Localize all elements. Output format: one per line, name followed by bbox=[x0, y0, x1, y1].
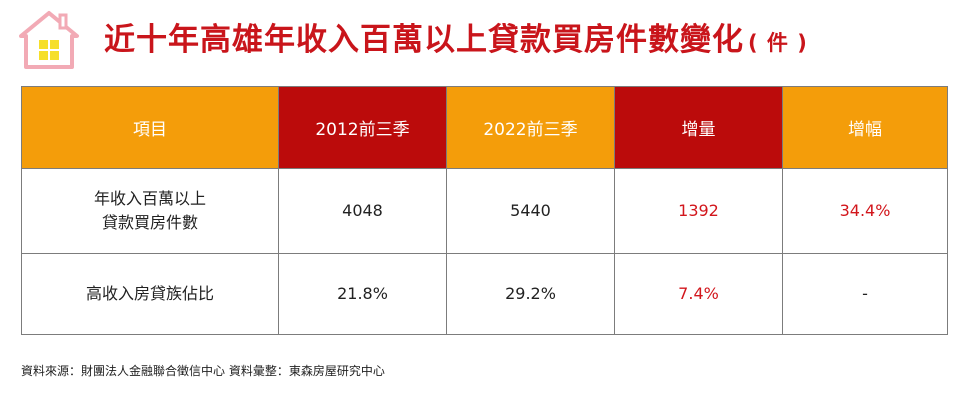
col-header-2012: 2012前三季 bbox=[278, 86, 447, 169]
cell-increase: 1392 bbox=[614, 168, 783, 254]
row-label-line: 高收入房貸族佔比 bbox=[85, 284, 214, 303]
table-header-row: 項目 2012前三季 2022前三季 增量 增幅 bbox=[21, 86, 948, 169]
cell-2022: 29.2% bbox=[446, 253, 615, 335]
cell-2022: 5440 bbox=[446, 168, 615, 254]
cell-2012: 21.8% bbox=[278, 253, 447, 335]
col-header-increase: 增量 bbox=[614, 86, 783, 169]
table-row: 年收入百萬以上 貸款買房件數 4048 5440 1392 34.4% bbox=[21, 168, 948, 254]
row-label: 高收入房貸族佔比 bbox=[21, 253, 279, 335]
house-icon bbox=[19, 11, 79, 69]
cell-increase: 7.4% bbox=[614, 253, 783, 335]
cell-growth: 34.4% bbox=[782, 168, 948, 254]
row-label: 年收入百萬以上 貸款買房件數 bbox=[21, 168, 279, 254]
row-label-line: 年收入百萬以上 bbox=[93, 189, 206, 208]
col-header-growth: 增幅 bbox=[782, 86, 948, 169]
row-label-line: 貸款買房件數 bbox=[101, 213, 198, 232]
title-unit: ( 件 ) bbox=[748, 31, 808, 55]
title-text: 近十年高雄年收入百萬以上貸款買房件數變化 bbox=[104, 22, 744, 58]
table-row: 高收入房貸族佔比 21.8% 29.2% 7.4% - bbox=[21, 253, 948, 335]
cell-growth: - bbox=[782, 253, 948, 335]
page-title: 近十年高雄年收入百萬以上貸款買房件數變化( 件 ) bbox=[104, 14, 808, 59]
col-header-2022: 2022前三季 bbox=[446, 86, 615, 169]
source-note: 資料來源：財團法人金融聯合徵信中心 資料彙整：東森房屋研究中心 bbox=[21, 364, 385, 378]
col-header-item: 項目 bbox=[21, 86, 279, 169]
cell-2012: 4048 bbox=[278, 168, 447, 254]
data-table: 項目 2012前三季 2022前三季 增量 增幅 年收入百萬以上 貸款買房件數 … bbox=[21, 86, 948, 335]
